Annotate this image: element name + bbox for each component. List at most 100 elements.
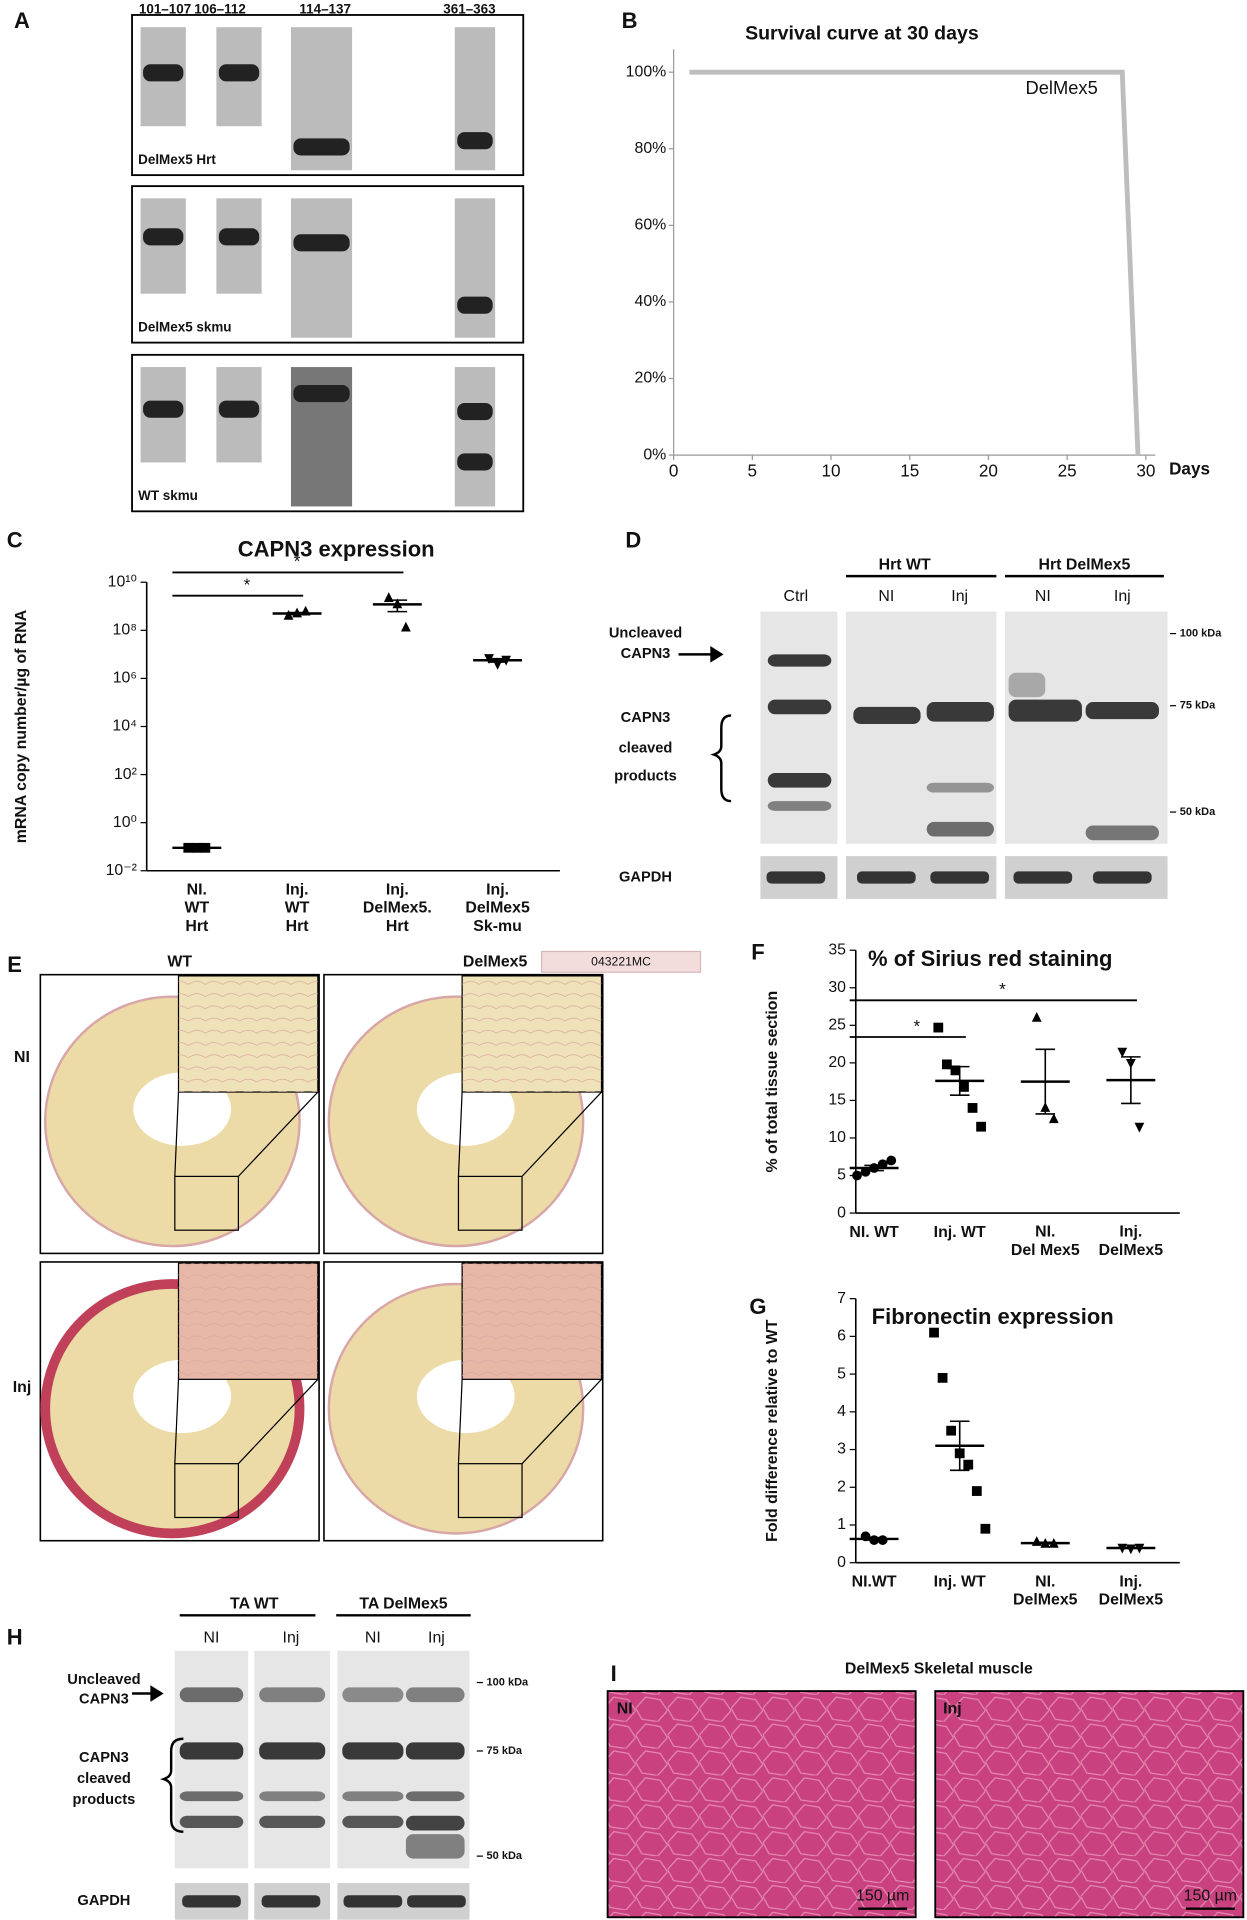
side-label: CAPN3 xyxy=(621,646,671,662)
side-label: products xyxy=(73,1792,136,1808)
scale-label: 150 µm xyxy=(856,1888,909,1905)
y-tick-label: 10⁶ xyxy=(113,670,137,687)
gel-band xyxy=(143,228,184,246)
blot-band xyxy=(342,1687,404,1703)
blot-band xyxy=(259,1687,326,1703)
inset-texture xyxy=(178,975,318,1093)
side-label: cleaved xyxy=(77,1771,131,1787)
y-tick-label: 10 xyxy=(828,1129,846,1146)
point xyxy=(1048,1113,1059,1124)
inset-texture xyxy=(462,1263,602,1380)
significance-mark: * xyxy=(914,1017,921,1036)
x-axis-label: Days xyxy=(1169,459,1210,478)
lane-label: Inj xyxy=(951,588,968,605)
gel-band xyxy=(293,234,350,252)
blot-band xyxy=(767,654,832,667)
gel-band xyxy=(293,138,350,156)
sample-label: DelMex5 skmu xyxy=(138,319,231,334)
error-bar xyxy=(287,611,307,616)
kda-label: 50 kDa xyxy=(1180,806,1216,818)
y-tick-label: 20 xyxy=(828,1054,846,1071)
blot-band xyxy=(259,1815,326,1829)
y-tick-label: 35 xyxy=(828,941,846,958)
sample-label: WT skmu xyxy=(138,488,198,503)
gel-band xyxy=(457,296,493,314)
stamp: 043221MC xyxy=(591,955,651,969)
y-tick-label: 40% xyxy=(635,293,667,310)
blot-band xyxy=(1085,825,1159,841)
sample-label: DelMex5 Hrt xyxy=(138,152,216,167)
error-bar xyxy=(487,657,508,663)
blot-band xyxy=(926,702,994,722)
chart-title: CAPN3 expression xyxy=(238,536,435,561)
point xyxy=(852,1170,862,1181)
x-tick-label: Inj. DelMex5 xyxy=(1099,1573,1164,1608)
blot-band xyxy=(342,1742,404,1760)
x-tick-label: 20 xyxy=(979,462,998,481)
y-tick-label: 10¹⁰ xyxy=(108,573,137,590)
x-tick-label: 5 xyxy=(748,462,758,481)
gel-band xyxy=(457,132,493,150)
chart-title: Fibronectin expression xyxy=(872,1304,1114,1329)
x-tick-label: NI. DelMex5 xyxy=(1013,1573,1078,1608)
blot-band xyxy=(179,1687,244,1703)
y-tick-label: 0% xyxy=(643,446,666,463)
column-header: DelMex5 xyxy=(463,954,528,971)
side-label: cleaved xyxy=(619,740,673,756)
significance-mark: * xyxy=(999,980,1006,999)
kda-label: 100 kDa xyxy=(1180,627,1222,639)
point xyxy=(976,1121,986,1132)
significance-mark: * xyxy=(294,552,301,571)
arrow xyxy=(132,1685,164,1702)
blot-band xyxy=(342,1815,404,1829)
point xyxy=(967,1103,978,1113)
y-tick-label: 4 xyxy=(837,1403,846,1420)
point xyxy=(937,1372,948,1383)
x-tick-label: 10 xyxy=(822,462,841,481)
brace xyxy=(710,714,732,803)
blot-band xyxy=(767,699,832,715)
error-bar xyxy=(387,599,408,613)
roi xyxy=(174,1463,240,1519)
gel-band xyxy=(457,403,493,421)
side-label: Uncleaved xyxy=(67,1672,140,1688)
y-tick-label: 15 xyxy=(828,1092,846,1109)
kda-label: 75 kDa xyxy=(487,1745,523,1757)
y-tick-label: 5 xyxy=(837,1167,846,1184)
x-tick-label: Inj. WT xyxy=(934,1573,986,1590)
panel-letter: D xyxy=(625,528,641,553)
row-label: NI xyxy=(14,1049,30,1066)
x-tick-label: Inj. DelMex5 Sk-mu xyxy=(465,882,530,936)
blot-band xyxy=(767,801,832,811)
y-axis-label: Fold difference relative to WT xyxy=(764,1319,781,1542)
y-tick-label: 30 xyxy=(828,979,846,996)
loading-band xyxy=(182,1895,241,1908)
point xyxy=(1031,1011,1042,1022)
blot-band xyxy=(405,1834,465,1859)
loading-band xyxy=(930,871,990,884)
blot-band xyxy=(179,1791,244,1802)
point xyxy=(1125,1544,1136,1555)
blot-band xyxy=(405,1791,465,1802)
blot-band xyxy=(342,1791,404,1802)
y-tick-label: 100% xyxy=(626,63,667,80)
y-tick-label: 10⁰ xyxy=(113,814,137,831)
image-label: Inj xyxy=(943,1701,962,1718)
lane-label: NI xyxy=(878,588,894,605)
loading-label: GAPDH xyxy=(619,869,672,885)
y-tick-label: 10⁻² xyxy=(106,862,137,879)
loading-label: GAPDH xyxy=(77,1893,130,1909)
panel-letter: G xyxy=(749,1294,766,1319)
roi xyxy=(457,1175,523,1231)
gel-band xyxy=(143,400,184,418)
lane-label: Inj xyxy=(1114,588,1131,605)
gel-band xyxy=(218,228,260,246)
blot-band xyxy=(853,706,921,725)
loading-band xyxy=(766,871,826,884)
gel-band xyxy=(293,385,350,403)
lane-label: Inj xyxy=(283,1630,300,1647)
series-label: DelMex5 xyxy=(1025,77,1097,98)
x-tick-label: 25 xyxy=(1058,462,1077,481)
blot-band xyxy=(1008,699,1082,722)
x-tick-label: 30 xyxy=(1136,462,1155,481)
